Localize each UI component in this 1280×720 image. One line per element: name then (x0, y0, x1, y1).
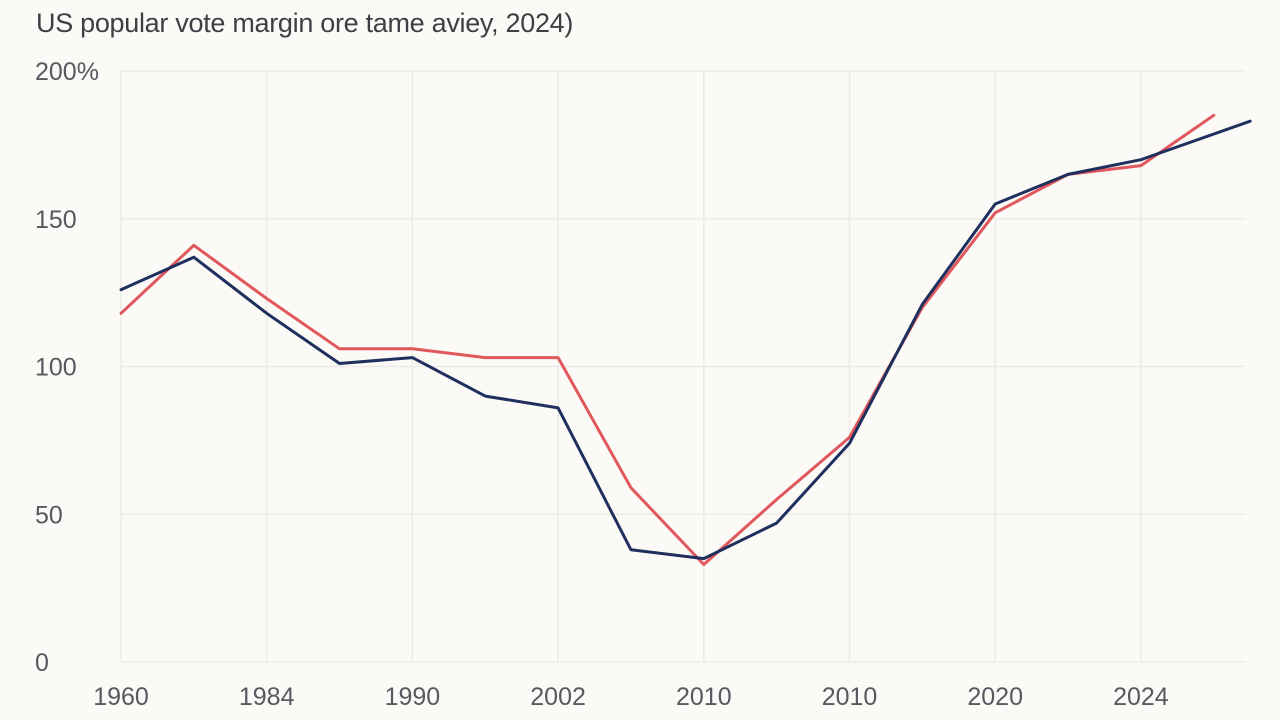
axis-ticks: 0 50 100 150 200% 1960 1984 1990 2002 2010 2010 202… (35, 58, 1169, 711)
y-tick-label: 150 (35, 206, 77, 234)
x-tick-label: 1990 (385, 683, 441, 711)
x-tick-label: 2002 (530, 683, 586, 711)
series-group (119, 113, 1252, 566)
x-tick-label: 2010 (822, 683, 878, 711)
series-line-1 (119, 113, 1216, 566)
x-tick-label: 1960 (93, 683, 149, 711)
y-tick-label: 50 (35, 501, 63, 529)
series-line-2 (119, 119, 1252, 561)
x-tick-label: 2024 (1113, 683, 1169, 711)
x-tick-label: 2020 (967, 683, 1023, 711)
y-tick-label: 200% (35, 58, 99, 86)
x-tick-label: 1984 (239, 683, 295, 711)
grid (120, 70, 1246, 663)
y-tick-label: 100 (35, 354, 77, 382)
x-tick-label: 2010 (676, 683, 732, 711)
y-tick-label: 0 (35, 649, 49, 677)
chart-title: US popular vote margin ore tame aviey, 2… (36, 8, 574, 38)
